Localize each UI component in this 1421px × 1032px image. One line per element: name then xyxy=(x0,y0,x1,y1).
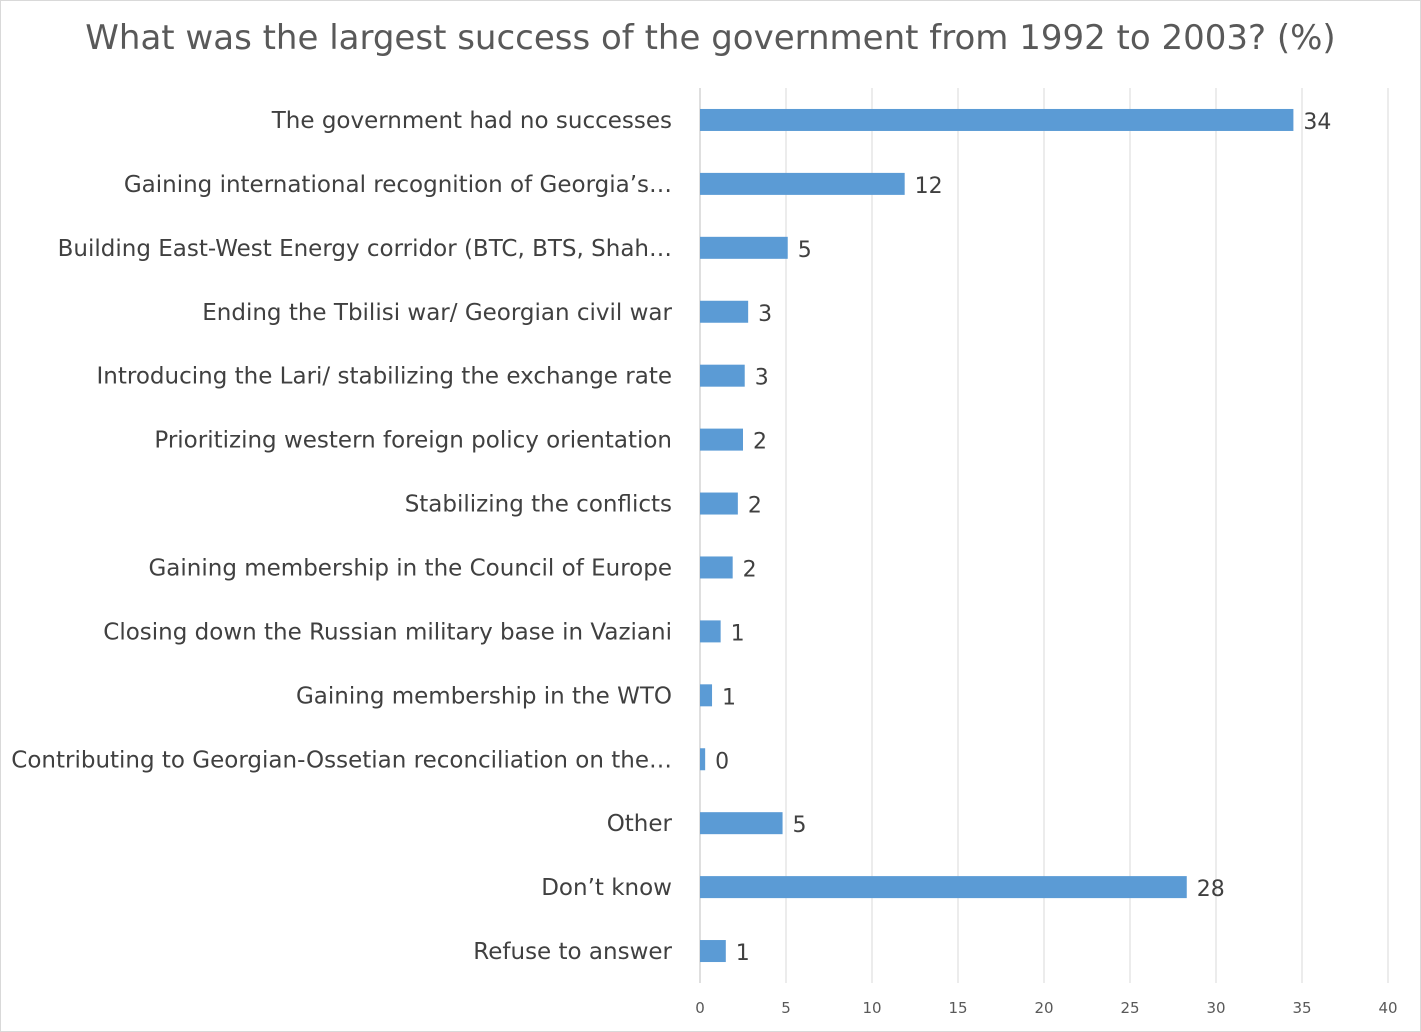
data-label: 5 xyxy=(798,238,812,263)
bar xyxy=(700,812,783,835)
category-label: Building East-West Energy corridor (BTC,… xyxy=(58,236,672,262)
category-label: Gaining international recognition of Geo… xyxy=(124,172,672,198)
category-label: Refuse to answer xyxy=(473,939,672,965)
data-label: 3 xyxy=(758,302,772,327)
x-tick-label: 35 xyxy=(1292,999,1311,1017)
chart-title: What was the largest success of the gove… xyxy=(85,18,1336,58)
x-tick-label: 0 xyxy=(695,999,705,1017)
category-label: The government had no successes xyxy=(271,108,672,134)
bar xyxy=(700,236,788,259)
bar xyxy=(700,172,905,195)
category-label: Closing down the Russian military base i… xyxy=(103,619,672,645)
bar xyxy=(700,428,743,451)
x-tick-label: 20 xyxy=(1034,999,1053,1017)
category-label: Introducing the Lari/ stabilizing the ex… xyxy=(97,364,672,390)
category-label: Gaining membership in the WTO xyxy=(296,683,672,709)
category-label: Ending the Tbilisi war/ Georgian civil w… xyxy=(202,300,672,326)
data-label: 2 xyxy=(748,494,762,519)
bar xyxy=(700,556,733,579)
x-tick-label: 25 xyxy=(1120,999,1139,1017)
bar xyxy=(700,300,749,323)
data-label: 1 xyxy=(731,621,745,646)
bar xyxy=(700,364,745,387)
bar xyxy=(700,748,706,771)
data-label: 3 xyxy=(755,366,769,391)
data-label: 34 xyxy=(1303,110,1331,135)
x-tick-label: 40 xyxy=(1378,999,1397,1017)
data-label: 28 xyxy=(1197,877,1225,902)
bar xyxy=(700,620,721,643)
x-tick-label: 30 xyxy=(1206,999,1225,1017)
bar xyxy=(700,492,738,515)
x-tick-label: 5 xyxy=(781,999,791,1017)
data-label: 5 xyxy=(793,813,807,838)
bar xyxy=(700,108,1294,131)
x-tick-label: 10 xyxy=(862,999,881,1017)
bar xyxy=(700,684,713,707)
data-label: 0 xyxy=(715,749,729,774)
data-label: 2 xyxy=(753,430,767,455)
data-label: 2 xyxy=(743,557,757,582)
category-label: Contributing to Georgian-Ossetian reconc… xyxy=(11,747,672,773)
data-label: 1 xyxy=(736,941,750,966)
category-label: Other xyxy=(607,811,673,837)
data-label: 12 xyxy=(915,174,943,199)
bar xyxy=(700,876,1187,899)
category-label: Prioritizing western foreign policy orie… xyxy=(154,428,672,454)
category-label: Don’t know xyxy=(541,875,672,901)
data-label: 1 xyxy=(722,685,736,710)
x-tick-label: 15 xyxy=(948,999,967,1017)
category-label: Stabilizing the conflicts xyxy=(405,492,672,518)
bar xyxy=(700,940,726,963)
category-label: Gaining membership in the Council of Eur… xyxy=(148,555,672,581)
